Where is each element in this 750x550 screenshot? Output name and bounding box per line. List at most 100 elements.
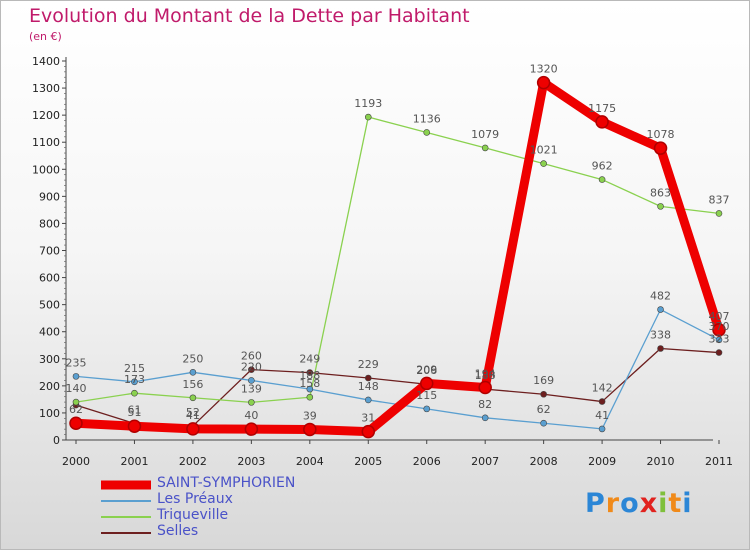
data-label: 407 bbox=[709, 310, 730, 323]
data-label: 61 bbox=[127, 403, 141, 416]
data-point bbox=[303, 422, 317, 437]
legend-swatch bbox=[101, 532, 151, 534]
x-tick-label: 2005 bbox=[354, 455, 382, 468]
data-point bbox=[715, 349, 723, 356]
x-tick-label: 2003 bbox=[237, 455, 265, 468]
data-label: 1175 bbox=[588, 102, 616, 115]
data-label: 142 bbox=[592, 382, 613, 395]
data-point bbox=[131, 389, 138, 397]
logo-letter: i bbox=[682, 488, 693, 519]
data-point bbox=[481, 414, 489, 422]
data-label: 370 bbox=[709, 320, 730, 333]
x-tick-label: 2000 bbox=[62, 455, 90, 468]
data-label: 39 bbox=[303, 409, 317, 422]
legend-label: Les Préaux bbox=[157, 491, 233, 507]
y-tick-label: 200 bbox=[39, 380, 60, 393]
x-tick-label: 2010 bbox=[647, 455, 675, 468]
data-point bbox=[364, 113, 372, 121]
data-label: 338 bbox=[650, 328, 671, 341]
data-point bbox=[364, 396, 372, 404]
data-point bbox=[72, 398, 80, 406]
data-label: 188 bbox=[299, 369, 320, 382]
data-label: 229 bbox=[358, 358, 379, 371]
chart-title: Evolution du Montant de la Dette par Hab… bbox=[29, 5, 470, 27]
data-point bbox=[248, 399, 255, 406]
proxiti-logo: Proxiti bbox=[585, 488, 693, 519]
data-point bbox=[657, 345, 664, 352]
data-point bbox=[364, 374, 372, 382]
data-point bbox=[248, 377, 255, 384]
y-tick-label: 1000 bbox=[32, 163, 60, 176]
data-point bbox=[127, 419, 142, 433]
data-label: 1079 bbox=[471, 128, 499, 141]
data-point bbox=[598, 176, 606, 183]
series-line-triqueville bbox=[75, 116, 720, 404]
data-point bbox=[186, 422, 200, 436]
x-tick-label: 2004 bbox=[296, 455, 324, 468]
data-point bbox=[598, 398, 606, 405]
data-point bbox=[540, 160, 547, 167]
data-label: 235 bbox=[66, 356, 87, 369]
data-label: 249 bbox=[299, 353, 320, 366]
data-label: 323 bbox=[709, 333, 730, 346]
data-point bbox=[72, 373, 80, 380]
data-point bbox=[715, 210, 723, 217]
y-tick-label: 1300 bbox=[32, 82, 60, 95]
y-tick-label: 700 bbox=[39, 245, 60, 258]
data-label: 194 bbox=[475, 367, 496, 380]
data-point bbox=[423, 405, 431, 413]
data-point bbox=[131, 378, 138, 386]
data-label: 209 bbox=[416, 363, 437, 376]
logo-letter: o bbox=[620, 488, 640, 519]
y-tick-label: 300 bbox=[39, 353, 60, 366]
y-tick-label: 500 bbox=[39, 299, 60, 312]
data-label: 62 bbox=[69, 403, 83, 416]
logo-letter: t bbox=[668, 488, 683, 519]
y-tick-label: 0 bbox=[53, 434, 60, 447]
data-point bbox=[69, 416, 83, 430]
data-point bbox=[653, 141, 668, 155]
logo-letter: P bbox=[585, 488, 606, 519]
data-label: 62 bbox=[537, 403, 551, 416]
data-point bbox=[189, 394, 197, 402]
y-tick-label: 1100 bbox=[32, 136, 60, 149]
data-label: 148 bbox=[358, 380, 379, 393]
data-point bbox=[595, 115, 609, 129]
legend-swatch bbox=[101, 500, 151, 502]
data-label: 52 bbox=[186, 406, 200, 419]
x-tick-label: 2007 bbox=[471, 455, 499, 468]
data-label: 215 bbox=[124, 362, 145, 375]
data-point bbox=[361, 424, 376, 439]
data-point bbox=[189, 369, 197, 376]
data-point bbox=[306, 393, 314, 401]
data-label: 169 bbox=[533, 374, 554, 387]
legend-swatch bbox=[101, 480, 151, 490]
data-label: 140 bbox=[66, 382, 87, 395]
legend-label: Triqueville bbox=[157, 507, 229, 523]
x-tick-label: 2006 bbox=[413, 455, 441, 468]
data-point bbox=[419, 376, 434, 391]
data-label: 115 bbox=[416, 389, 437, 402]
data-point bbox=[657, 306, 664, 313]
x-tick-label: 2001 bbox=[120, 455, 148, 468]
x-tick-label: 2011 bbox=[705, 455, 733, 468]
data-label: 863 bbox=[650, 186, 671, 199]
data-label: 31 bbox=[361, 412, 375, 425]
data-label: 1078 bbox=[647, 128, 675, 141]
data-label: 220 bbox=[241, 360, 262, 373]
data-point bbox=[598, 425, 606, 433]
data-label: 158 bbox=[299, 377, 320, 390]
x-tick-label: 2002 bbox=[179, 455, 207, 468]
y-tick-label: 900 bbox=[39, 190, 60, 203]
data-label: 40 bbox=[244, 409, 258, 422]
data-point bbox=[536, 75, 551, 90]
data-label: 1193 bbox=[354, 97, 382, 110]
data-point bbox=[540, 419, 547, 427]
data-point bbox=[248, 366, 255, 373]
x-tick-label: 2009 bbox=[588, 455, 616, 468]
data-point bbox=[712, 323, 726, 337]
data-label: 188 bbox=[475, 369, 496, 382]
chart-subtitle: (en €) bbox=[29, 30, 62, 43]
